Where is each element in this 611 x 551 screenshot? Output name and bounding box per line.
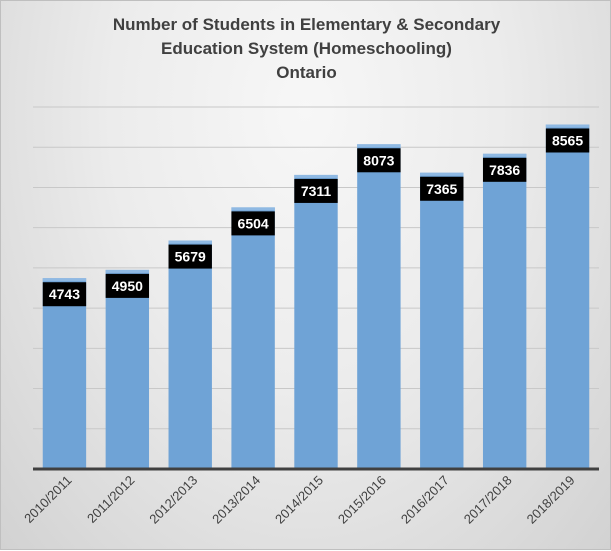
bar-top-edge: [231, 207, 275, 211]
data-label: 7365: [426, 181, 457, 197]
bar: [294, 174, 338, 469]
data-label-box: [294, 178, 338, 203]
bar-top-edge: [420, 172, 464, 176]
bar: [357, 144, 401, 469]
bar: [482, 153, 527, 469]
bar: [420, 172, 464, 469]
data-label-box: [42, 282, 87, 307]
data-label: 7311: [301, 183, 332, 199]
x-tick-label: 2015/2016: [335, 473, 389, 527]
x-tick-label: 2017/2018: [461, 473, 515, 527]
x-tick-label: 2012/2013: [146, 473, 200, 527]
bar-top-edge: [294, 174, 338, 178]
x-tick-label: 2016/2017: [398, 473, 452, 527]
bar-top-edge: [42, 278, 87, 282]
data-label: 7836: [489, 162, 520, 178]
data-label: 5679: [175, 249, 206, 265]
chart-title-line-1: Number of Students in Elementary & Secon…: [112, 15, 501, 34]
data-label: 8073: [363, 152, 394, 168]
data-label: 6504: [238, 215, 269, 231]
bar: [545, 124, 590, 469]
data-label: 8565: [552, 132, 583, 148]
data-label-box: [545, 128, 590, 153]
chart-title-line-3: Ontario: [276, 63, 337, 82]
bar: [231, 207, 275, 470]
bar-top-edge: [357, 144, 401, 148]
bar: [168, 240, 212, 469]
data-label-box: [105, 273, 150, 298]
bar-top-edge: [105, 269, 150, 273]
bar-top-edge: [482, 153, 527, 157]
data-label-box: [357, 148, 401, 173]
x-tick-label: 2013/2014: [209, 473, 263, 527]
bar-top-edge: [545, 124, 590, 128]
bar-top-edge: [168, 240, 212, 244]
chart-title: Number of Students in Elementary & Secon…: [1, 13, 611, 85]
bar: [42, 278, 87, 469]
data-label-box: [231, 211, 275, 236]
x-tick-label: 2018/2019: [524, 473, 578, 527]
x-tick-label: 2014/2015: [272, 473, 326, 527]
data-label: 4743: [49, 286, 80, 302]
data-label-box: [168, 244, 212, 269]
data-label-box: [482, 157, 527, 182]
data-label: 4950: [112, 278, 143, 294]
chart-title-line-2: Education System (Homeschooling): [161, 39, 452, 58]
x-tick-label: 2010/2011: [21, 473, 74, 526]
bar: [105, 269, 150, 469]
data-label-box: [420, 176, 464, 201]
x-tick-label: 2011/2012: [84, 473, 137, 526]
